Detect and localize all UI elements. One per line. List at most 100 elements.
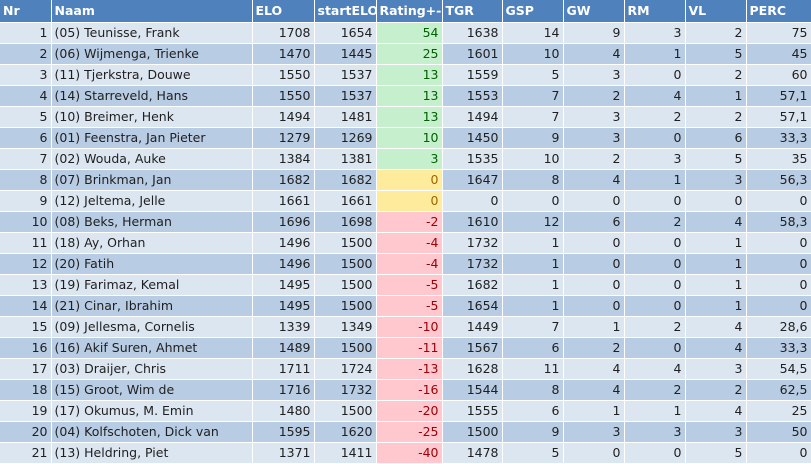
rm-cell: 0: [624, 337, 686, 359]
tgr-cell: 1555: [442, 400, 503, 422]
rank-cell: 17: [0, 358, 52, 380]
rank-cell: 11: [0, 232, 52, 254]
vl-cell: 6: [685, 127, 747, 149]
vl-cell: 1: [685, 85, 747, 107]
table-row[interactable]: 6 (01) Feenstra, Jan Pieter 1279 1269 10 1450…: [0, 127, 811, 149]
perc-cell: 0: [746, 253, 811, 275]
table-row[interactable]: 16 (16) Akif Suren, Ahmet 1489 1500 -11 1567 6…: [0, 337, 811, 359]
table-row[interactable]: 9 (12) Jeltema, Jelle 1661 1661 0 0 0 0 0 0 0: [0, 190, 811, 212]
tgr-cell: 1647: [442, 169, 503, 191]
table-row[interactable]: 2 (06) Wijmenga, Trienke 1470 1445 25 1601 10 4…: [0, 43, 811, 65]
col-perc-header[interactable]: PERC: [746, 0, 811, 23]
rm-cell: 0: [624, 253, 686, 275]
col-startelo-header[interactable]: startELO: [314, 0, 377, 23]
name-cell: (15) Groot, Wim de: [51, 379, 253, 401]
start-elo-cell: 1620: [314, 421, 377, 443]
gw-cell: 1: [563, 400, 625, 422]
perc-cell: 60: [746, 64, 811, 86]
col-naam-header[interactable]: Naam: [51, 0, 253, 23]
gw-cell: 3: [563, 127, 625, 149]
rating-change-cell: 13: [376, 64, 443, 86]
rank-cell: 2: [0, 43, 52, 65]
table-row[interactable]: 12 (20) Fatih 1496 1500 -4 1732 1 0 0 1 0: [0, 253, 811, 275]
gsp-cell: 5: [502, 442, 564, 464]
rating-change-cell: -40: [376, 442, 443, 464]
rm-cell: 1: [624, 400, 686, 422]
elo-cell: 1279: [252, 127, 315, 149]
rating-change-cell: 13: [376, 85, 443, 107]
rank-cell: 18: [0, 379, 52, 401]
gsp-cell: 7: [502, 85, 564, 107]
gsp-cell: 1: [502, 295, 564, 317]
table-row[interactable]: 21 (13) Heldring, Piet 1371 1411 -40 1478 5 0 0 5…: [0, 442, 811, 464]
name-cell: (10) Breimer, Henk: [51, 106, 253, 128]
col-gsp-header[interactable]: GSP: [502, 0, 564, 23]
gw-cell: 1: [563, 316, 625, 338]
gsp-cell: 1: [502, 232, 564, 254]
table-row[interactable]: 15 (09) Jellesma, Cornelis 1339 1349 -10 1449…: [0, 316, 811, 338]
start-elo-cell: 1500: [314, 337, 377, 359]
gsp-cell: 1: [502, 253, 564, 275]
elo-cell: 1595: [252, 421, 315, 443]
gw-cell: 0: [563, 253, 625, 275]
perc-cell: 56,3: [746, 169, 811, 191]
tgr-cell: 1601: [442, 43, 503, 65]
col-nr-header[interactable]: Nr: [0, 0, 52, 23]
elo-cell: 1495: [252, 295, 315, 317]
table-row[interactable]: 7 (02) Wouda, Auke 1384 1381 3 1535 10 2 3 5 35: [0, 148, 811, 170]
table-row[interactable]: 13 (19) Farimaz, Kemal 1495 1500 -5 1682 1 0 0 1 0: [0, 274, 811, 296]
table-row[interactable]: 10 (08) Beks, Herman 1696 1698 -2 1610 12 6 2 4 58…: [0, 211, 811, 233]
rank-cell: 5: [0, 106, 52, 128]
table-row[interactable]: 8 (07) Brinkman, Jan 1682 1682 0 1647 8 4 1 3 56,3: [0, 169, 811, 191]
gsp-cell: 10: [502, 148, 564, 170]
col-gw-header[interactable]: GW: [563, 0, 625, 23]
table-row[interactable]: 17 (03) Draijer, Chris 1711 1724 -13 1628 11 4 4…: [0, 358, 811, 380]
start-elo-cell: 1537: [314, 64, 377, 86]
table-row[interactable]: 4 (14) Starreveld, Hans 1550 1537 13 1553 7 2 4 1…: [0, 85, 811, 107]
perc-cell: 33,3: [746, 337, 811, 359]
gsp-cell: 9: [502, 421, 564, 443]
name-cell: (05) Teunisse, Frank: [51, 22, 253, 44]
perc-cell: 62,5: [746, 379, 811, 401]
name-cell: (21) Cinar, Ibrahim: [51, 295, 253, 317]
rank-cell: 16: [0, 337, 52, 359]
table-row[interactable]: 14 (21) Cinar, Ibrahim 1495 1500 -5 1654 1 0 0 1 0: [0, 295, 811, 317]
rm-cell: 2: [624, 379, 686, 401]
gsp-cell: 6: [502, 337, 564, 359]
elo-cell: 1716: [252, 379, 315, 401]
vl-cell: 5: [685, 148, 747, 170]
table-row[interactable]: 11 (18) Ay, Orhan 1496 1500 -4 1732 1 0 0 1 0: [0, 232, 811, 254]
rank-cell: 3: [0, 64, 52, 86]
vl-cell: 2: [685, 379, 747, 401]
rank-cell: 1: [0, 22, 52, 44]
vl-cell: 3: [685, 421, 747, 443]
col-tgr-header[interactable]: TGR: [442, 0, 503, 23]
col-elo-header[interactable]: ELO: [252, 0, 315, 23]
table-row[interactable]: 3 (11) Tjerkstra, Douwe 1550 1537 13 1559 5 3 0 2…: [0, 64, 811, 86]
table-row[interactable]: 19 (17) Okumus, M. Emin 1480 1500 -20 1555 6 1 1…: [0, 400, 811, 422]
rating-change-cell: -11: [376, 337, 443, 359]
vl-cell: 3: [685, 358, 747, 380]
table-row[interactable]: 5 (10) Breimer, Henk 1494 1481 13 1494 7 3 2 2 57,…: [0, 106, 811, 128]
start-elo-cell: 1698: [314, 211, 377, 233]
gsp-cell: 8: [502, 169, 564, 191]
table-row[interactable]: 20 (04) Kolfschoten, Dick van 1595 1620 -25 1…: [0, 421, 811, 443]
perc-cell: 0: [746, 295, 811, 317]
name-cell: (02) Wouda, Auke: [51, 148, 253, 170]
table-row[interactable]: 1 (05) Teunisse, Frank 1708 1654 54 1638 14 9 3 2…: [0, 22, 811, 44]
table-header: Nr Naam ELO startELO Rating+- TGR GSP GW RM VL PER…: [0, 0, 811, 23]
col-rating-header[interactable]: Rating+-: [376, 0, 443, 23]
col-rm-header[interactable]: RM: [624, 0, 686, 23]
rating-change-cell: -10: [376, 316, 443, 338]
gw-cell: 2: [563, 148, 625, 170]
name-cell: (20) Fatih: [51, 253, 253, 275]
col-vl-header[interactable]: VL: [685, 0, 747, 23]
perc-cell: 54,5: [746, 358, 811, 380]
rank-cell: 4: [0, 85, 52, 107]
start-elo-cell: 1500: [314, 274, 377, 296]
vl-cell: 3: [685, 169, 747, 191]
table-row[interactable]: 18 (15) Groot, Wim de 1716 1732 -16 1544 8 4 2 2 6…: [0, 379, 811, 401]
name-cell: (17) Okumus, M. Emin: [51, 400, 253, 422]
elo-cell: 1711: [252, 358, 315, 380]
